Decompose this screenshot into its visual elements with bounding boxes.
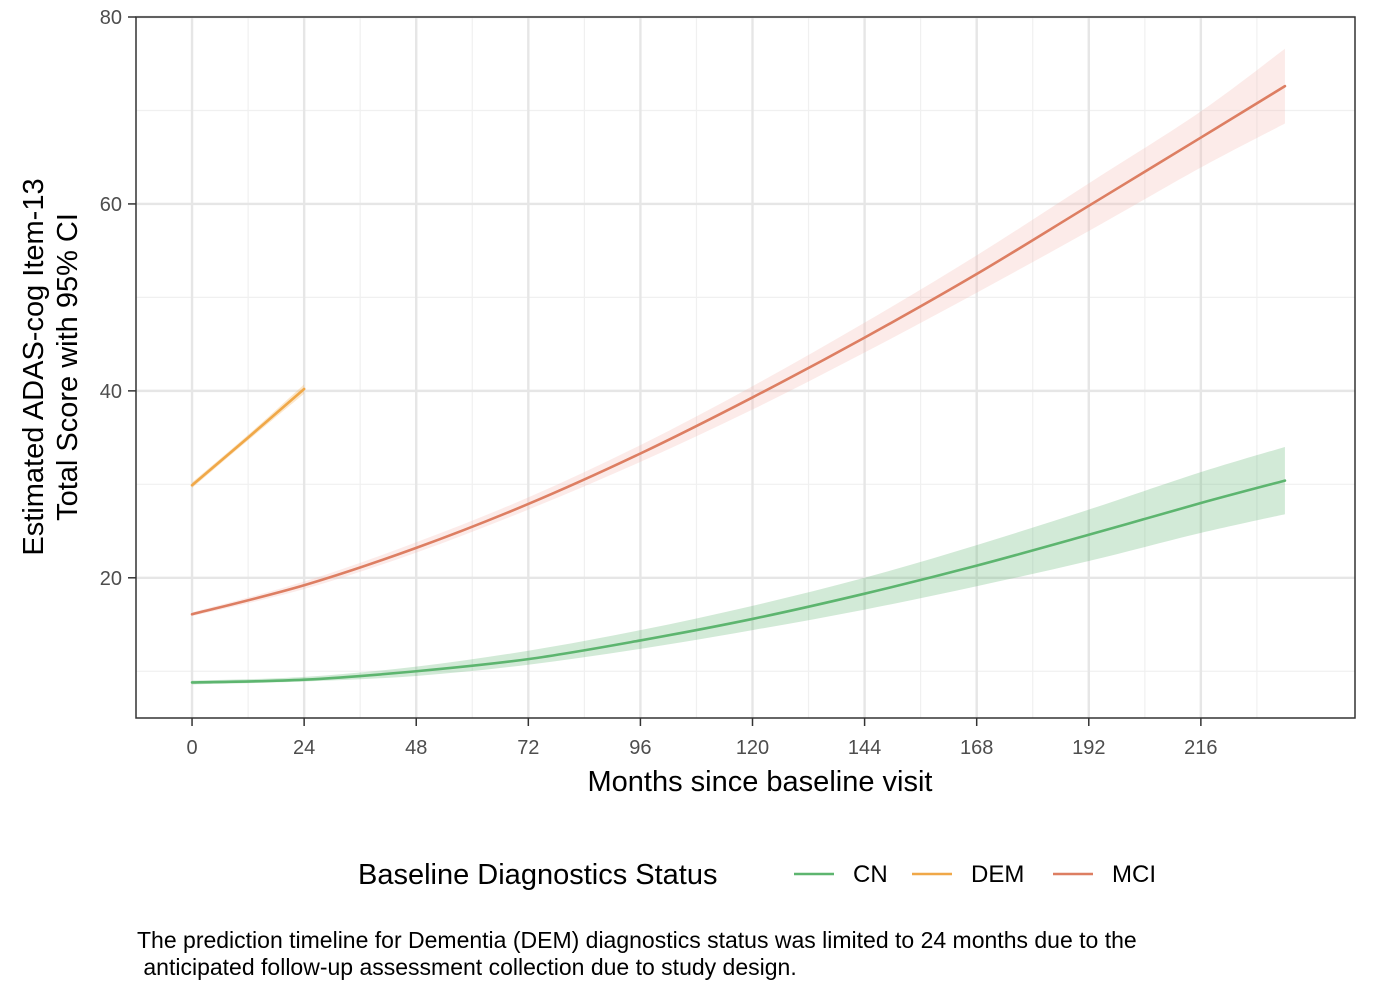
y-tick-label: 20 <box>100 568 122 590</box>
band-cn <box>192 446 1285 685</box>
line-cn <box>190 479 1287 684</box>
x-tick-label: 48 <box>405 737 427 759</box>
y-axis-title: Estimated ADAS-cog Item-13 <box>18 178 50 555</box>
legend-title: Baseline Diagnostics Status <box>358 859 717 891</box>
plot-panel-border <box>135 16 1356 719</box>
x-tick-label: 24 <box>293 737 315 759</box>
legend-items: CN DEM MCI <box>794 861 1156 888</box>
legend-label-dem: DEM <box>971 861 1024 888</box>
series-lines <box>190 84 1287 684</box>
x-tick-label: 72 <box>517 737 539 759</box>
confidence-bands <box>192 48 1285 685</box>
x-axis-title: Months since baseline visit <box>588 766 933 798</box>
legend: Baseline Diagnostics Status CN DEM MCI <box>358 859 1156 891</box>
legend-label-mci: MCI <box>1112 861 1156 888</box>
figure-caption: The prediction timeline for Dementia (DE… <box>137 927 1137 980</box>
grid-minor <box>135 17 1355 718</box>
x-axis: 0 24 48 72 96 120 144 168 192 216 <box>186 718 1218 759</box>
x-tick-label: 120 <box>736 737 769 759</box>
line-mci <box>190 84 1287 616</box>
y-tick-label: 40 <box>100 381 122 403</box>
x-tick-label: 168 <box>960 737 993 759</box>
legend-label-cn: CN <box>853 861 888 888</box>
x-tick-label: 216 <box>1184 737 1217 759</box>
x-tick-label: 144 <box>848 737 881 759</box>
y-tick-label: 60 <box>100 194 122 216</box>
y-tick-label: 80 <box>100 7 122 29</box>
x-tick-label: 192 <box>1072 737 1105 759</box>
y-axis: 20 40 60 80 <box>100 7 136 590</box>
x-tick-label: 96 <box>629 737 651 759</box>
line-dem <box>190 387 306 487</box>
x-tick-label: 0 <box>186 737 197 759</box>
y-axis-title-line-2: Total Score with 95% CI <box>52 213 84 521</box>
